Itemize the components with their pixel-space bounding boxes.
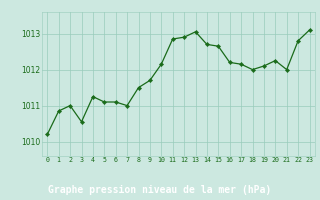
- Text: Graphe pression niveau de la mer (hPa): Graphe pression niveau de la mer (hPa): [48, 185, 272, 195]
